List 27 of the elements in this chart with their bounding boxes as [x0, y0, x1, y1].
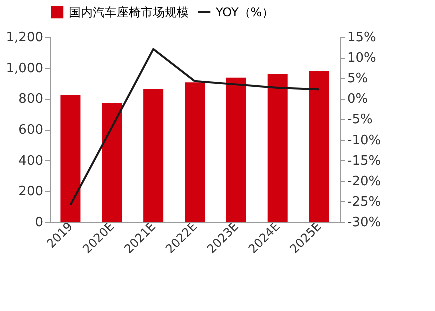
y-tick-label: 1,200 [6, 30, 44, 46]
y-tick-label: 200 [18, 184, 44, 200]
bar [268, 74, 288, 222]
y2-tick-label: 5% [348, 72, 368, 87]
y2-tick-label: 0% [348, 92, 368, 108]
y2-tick-label: 10% [348, 51, 376, 66]
legend-label: 国内汽车座椅市场规模 [69, 6, 189, 20]
bar [226, 78, 246, 222]
bar [144, 88, 164, 222]
y-tick-label: 0 [35, 216, 44, 230]
y2-tick-label: -15% [348, 154, 382, 169]
y2-tick-label: -20% [348, 174, 382, 190]
y2-tick-label: -30% [348, 216, 382, 230]
y2-tick-label: 15% [348, 30, 376, 46]
y2-tick-label: -10% [348, 133, 382, 148]
y-tick-label: 600 [18, 123, 44, 138]
y-tick-label: 800 [18, 92, 44, 108]
y2-tick-label: -5% [348, 112, 373, 128]
line-series [70, 48, 320, 206]
bar [309, 72, 330, 222]
bar [102, 103, 122, 222]
legend-label: YOY（%） [215, 6, 274, 20]
bar [185, 82, 205, 222]
y-tick-label: 1,000 [6, 61, 44, 76]
y2-tick-label: -25% [348, 194, 382, 210]
bar [60, 95, 81, 222]
y-tick-label: 400 [18, 154, 44, 169]
